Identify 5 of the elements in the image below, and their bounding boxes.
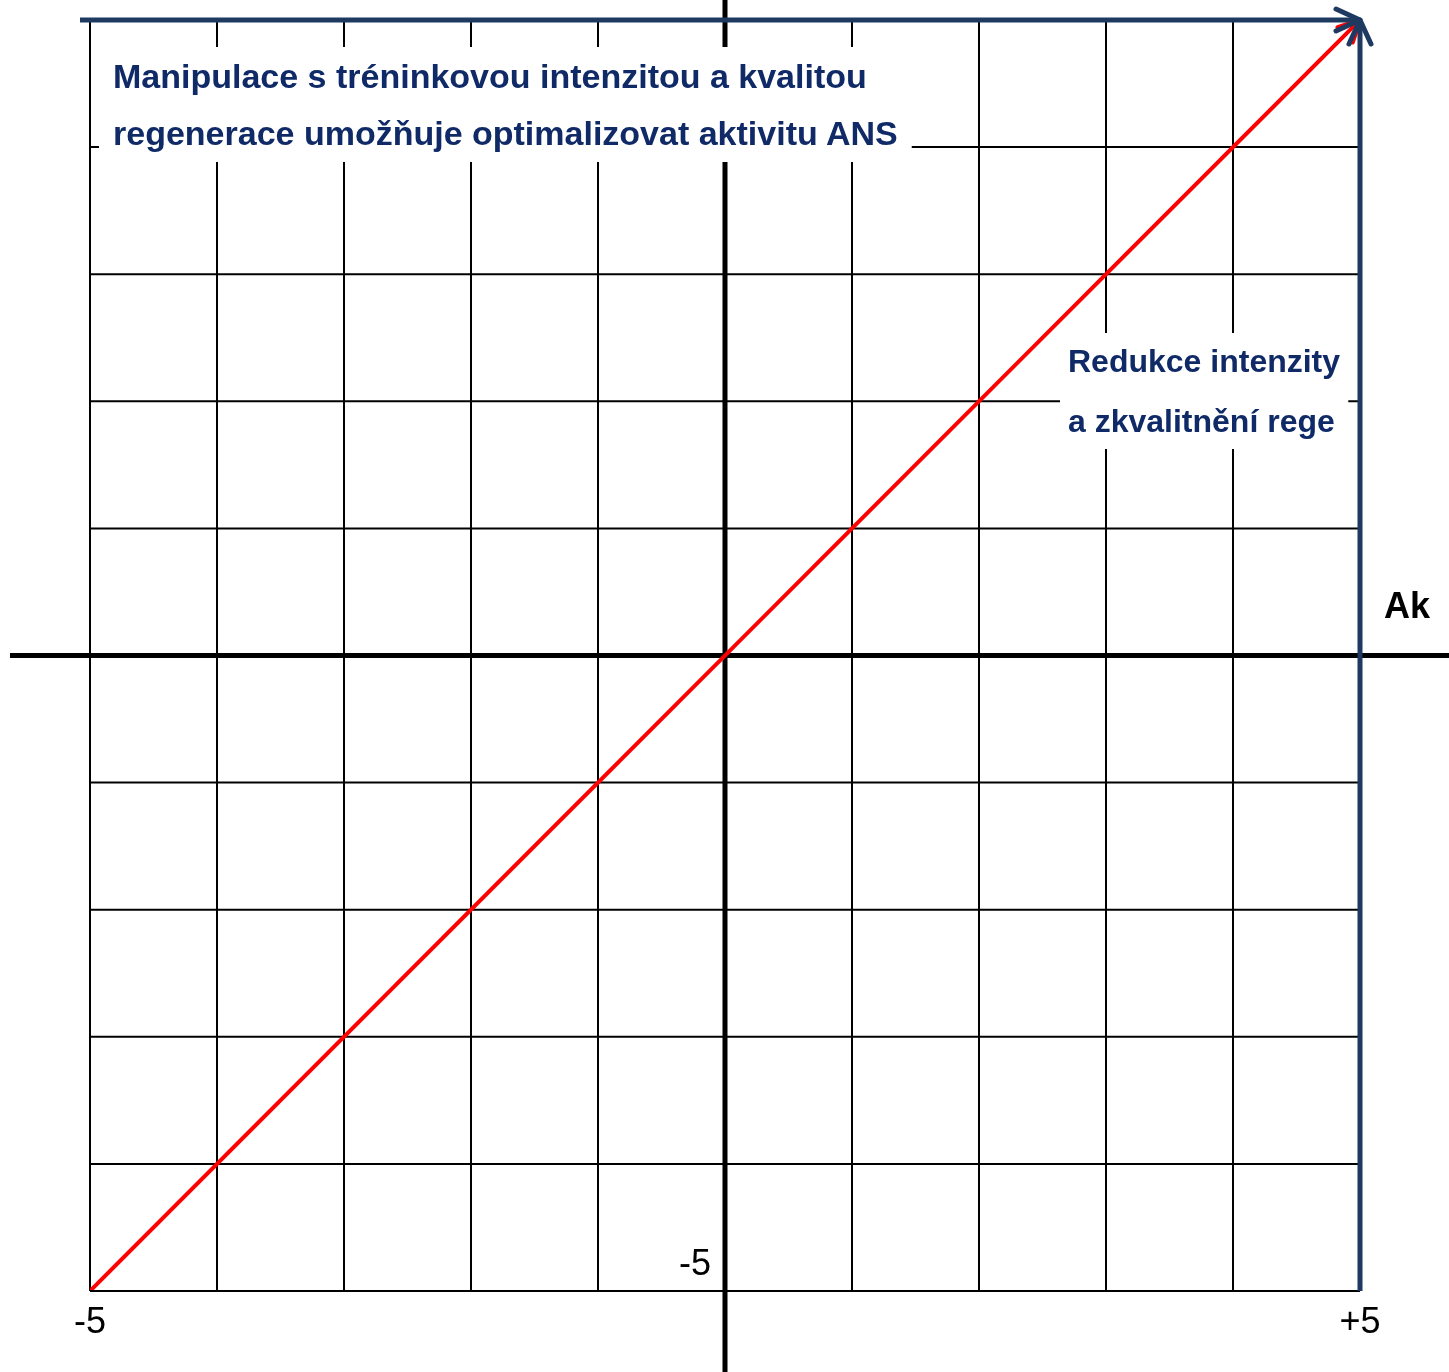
x-tick-label: +5 [1339,1299,1381,1341]
annotation: Manipulace s tréninkovou intenzitou a kvalitou regenerace umožňuje optimalizovat aktivitu ANS [113,57,898,152]
annotation: Redukce intenzity a zkvalitnění rege [1068,343,1341,439]
x-axis-title: Ak [1384,584,1431,626]
annotation: -5 [678,1242,711,1283]
